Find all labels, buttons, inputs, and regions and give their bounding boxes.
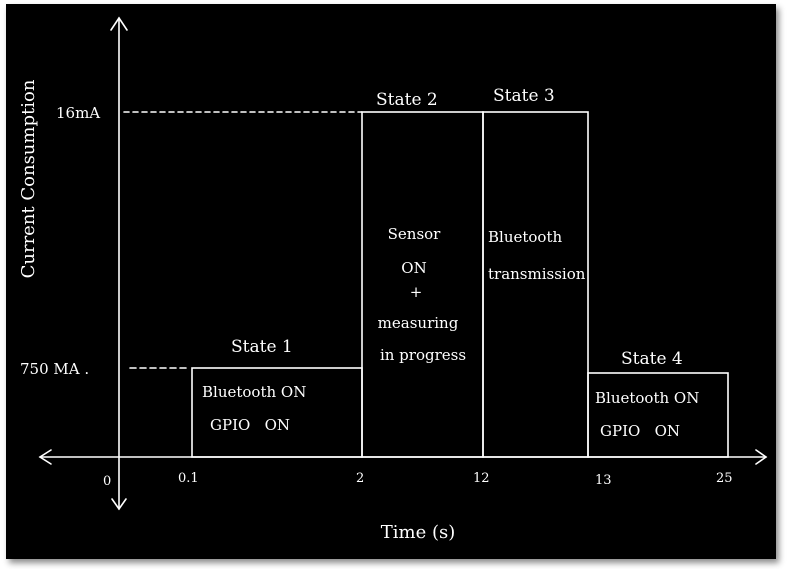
y-axis-title: Current Consumption [18,79,39,278]
state-4-box [587,372,729,458]
state-4-name: State 4 [621,349,683,369]
state-3-line-1: Bluetooth [488,228,562,246]
state-1-line-2: GPIO ON [210,416,290,434]
state-2-line-2: ON [401,259,426,277]
y-axis-arrow-top [110,16,128,31]
y-axis-arrow-bottom [111,498,127,511]
x-tick-0-1: 0.1 [178,471,199,486]
state-2-box [361,111,484,458]
state-3-name: State 3 [493,86,555,106]
state-2-line-3: + [410,283,423,301]
x-tick-2: 2 [356,471,364,486]
x-tick-13: 13 [595,473,612,488]
state-2-line-5: in progress [380,346,466,364]
current-consumption-diagram: Current Consumption 16mA 750 MA . 0 0.1 … [18,16,768,543]
state-3-line-2: transmission [488,265,586,283]
x-axis-arrow-left [38,449,52,465]
state-1-line-1: Bluetooth ON [202,383,306,401]
state-4-line-1: Bluetooth ON [595,389,699,407]
state-2-name: State 2 [376,90,438,110]
state-3-box [482,111,589,458]
state-4-line-2: GPIO ON [600,422,680,440]
state-2-line-4: measuring [378,314,459,332]
x-tick-0: 0 [103,474,111,489]
x-tick-12: 12 [473,471,490,486]
state-1-name: State 1 [231,337,293,357]
x-axis-title: Time (s) [381,522,456,543]
y-level-750: 750 MA . [20,360,89,378]
x-tick-25: 25 [716,471,733,486]
diagram-board: Current Consumption 16mA 750 MA . 0 0.1 … [6,4,776,559]
state-2-line-1: Sensor [388,225,442,243]
y-level-16ma: 16mA [56,104,100,122]
x-axis-arrow-right [755,449,768,465]
state-1-box [191,367,363,458]
